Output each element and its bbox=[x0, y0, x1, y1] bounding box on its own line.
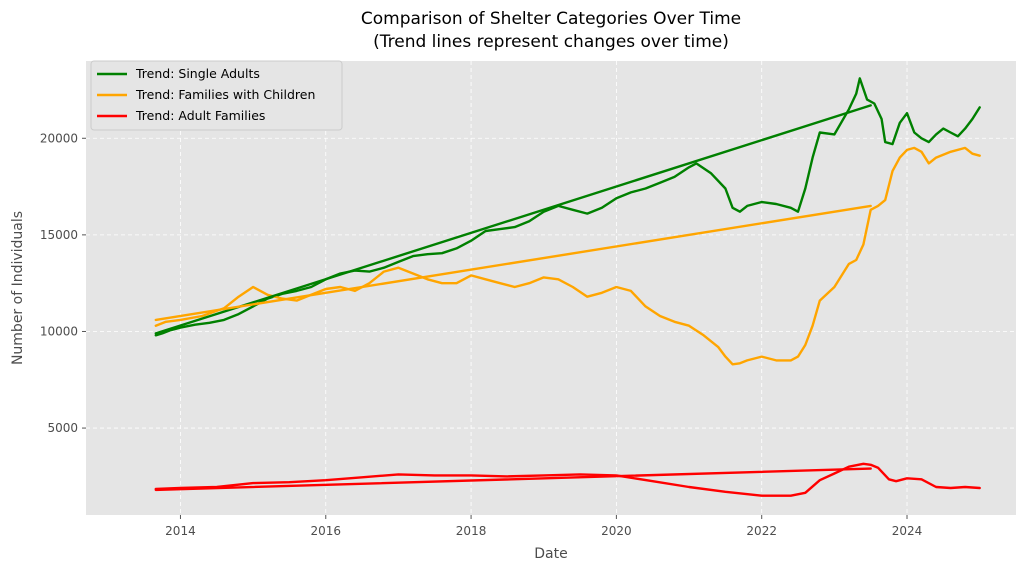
y-tick-label: 10000 bbox=[40, 324, 78, 338]
x-tick-label: 2014 bbox=[165, 524, 196, 538]
legend-label-single-adults: Trend: Single Adults bbox=[135, 66, 260, 81]
chart-title: Comparison of Shelter Categories Over Ti… bbox=[361, 9, 741, 29]
chart-subtitle: (Trend lines represent changes over time… bbox=[373, 32, 729, 52]
series-line-trend-adult-families bbox=[154, 462, 981, 497]
x-tick-label: 2018 bbox=[456, 524, 487, 538]
legend-label-families-with-children: Trend: Families with Children bbox=[135, 87, 315, 102]
y-axis-ticks: 5000 10000 15000 20000 bbox=[40, 131, 86, 435]
x-tick-label: 2022 bbox=[746, 524, 777, 538]
y-tick-label: 5000 bbox=[47, 421, 78, 435]
y-tick-label: 20000 bbox=[40, 131, 78, 145]
series-line-trend-families-with-children bbox=[154, 146, 981, 366]
y-tick-label: 15000 bbox=[40, 228, 78, 242]
x-tick-label: 2024 bbox=[892, 524, 923, 538]
series-line-trend-single-adults bbox=[154, 77, 981, 337]
y-axis-label: Number of Individuals bbox=[10, 211, 26, 365]
plot-background bbox=[86, 61, 1016, 515]
x-tick-label: 2016 bbox=[310, 524, 341, 538]
series-line-single-adults-trend-line bbox=[154, 104, 872, 335]
legend: Trend: Single Adults Trend: Families wit… bbox=[90, 60, 343, 131]
x-axis-label: Date bbox=[534, 546, 567, 562]
series-group bbox=[154, 77, 981, 497]
legend-label-adult-families: Trend: Adult Families bbox=[135, 108, 265, 123]
series-line-families-with-children-trend-line bbox=[154, 204, 872, 322]
legend-box bbox=[90, 60, 343, 131]
x-tick-label: 2020 bbox=[601, 524, 632, 538]
x-axis-ticks: 2014 2016 2018 2020 2022 2024 bbox=[165, 515, 922, 538]
series-line-adult-families-trend-line bbox=[154, 467, 872, 492]
